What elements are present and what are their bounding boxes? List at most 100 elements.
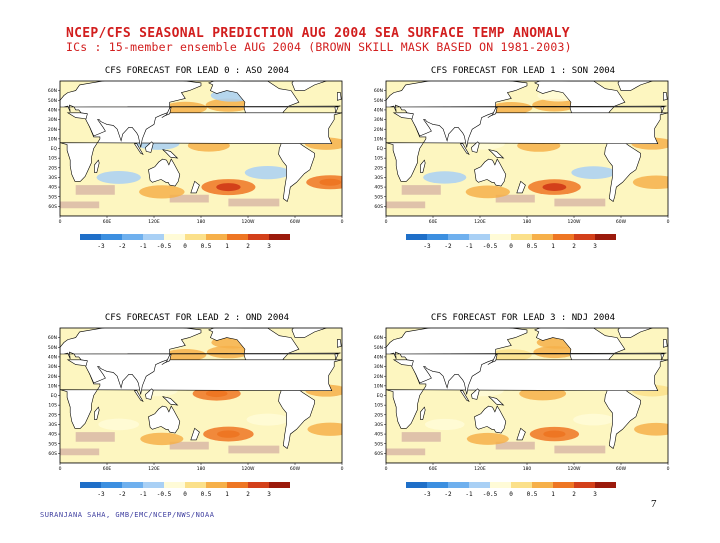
- y-tick-label: EQ: [377, 146, 384, 152]
- land-japan: [161, 106, 172, 118]
- colorbar-label: -2: [444, 491, 452, 498]
- land-greenland: [291, 81, 327, 91]
- land-greenland: [617, 328, 653, 338]
- y-tick-label: 20N: [374, 127, 383, 133]
- land-australia: [148, 405, 181, 434]
- colorbar-label: 2: [246, 243, 250, 250]
- forecast-panel-lead-0: CFS FORECAST FOR LEAD 0 : ASO 2004 60N 50…: [47, 66, 347, 296]
- x-tick-label: 180: [523, 219, 532, 225]
- colorbar-label: 2: [572, 243, 576, 250]
- land-new-guinea: [162, 396, 179, 406]
- y-tick-label: 60S: [374, 204, 383, 210]
- colorbar-swatch: [406, 234, 427, 240]
- colorbar-label: 0: [183, 243, 187, 250]
- land-new-zealand: [516, 427, 526, 441]
- sst-anomaly-map: 60N 50N 40N 30N 20N 10N EQ 10S 20S 30S 40S 50S 60S 0 6…: [48, 80, 344, 225]
- x-tick-label: 0: [385, 466, 388, 472]
- colorbar-lead-1: -3 -2 -1 -0.5 0 0.5 1 2 3: [406, 234, 616, 252]
- colorbar-swatch: [532, 234, 553, 240]
- land-south-america: [278, 137, 315, 202]
- x-tick-label: 120W: [567, 219, 581, 225]
- land-madagascar: [420, 159, 426, 173]
- colorbar-label: -3: [423, 243, 431, 250]
- anomaly-s-indian-ocean: [424, 418, 465, 431]
- y-tick-label: 10S: [48, 403, 57, 409]
- x-tick-label: 0: [667, 466, 670, 472]
- colorbar-swatch: [227, 482, 248, 488]
- colorbar-label: -3: [97, 491, 105, 498]
- x-tick-label: 0: [385, 219, 388, 225]
- colorbar-swatch: [80, 482, 101, 488]
- land-sumatra: [459, 143, 470, 155]
- y-tick-label: 20S: [48, 165, 57, 171]
- y-tick-label: 60N: [48, 335, 57, 341]
- anomaly-nw-pacific: [490, 102, 533, 114]
- land-uk: [336, 339, 342, 348]
- y-tick-label: 50N: [374, 345, 383, 351]
- y-tick-label: 30N: [374, 117, 383, 123]
- x-tick-label: 120W: [241, 219, 255, 225]
- colorbar-swatch: [574, 482, 595, 488]
- anomaly-core: [216, 183, 241, 192]
- colorbar-label: 3: [267, 491, 271, 498]
- land-new-zealand: [190, 427, 200, 441]
- anomaly-core: [205, 390, 228, 398]
- land-new-guinea: [488, 396, 505, 406]
- y-tick-label: 20S: [48, 412, 57, 418]
- colorbar-swatch: [595, 482, 616, 488]
- y-tick-label: 30S: [48, 422, 57, 428]
- land-new-zealand: [190, 180, 200, 194]
- y-tick-label: 10S: [374, 403, 383, 409]
- land-greenland: [291, 328, 327, 338]
- x-tick-label: 0: [59, 466, 62, 472]
- skill-mask-region: [75, 432, 115, 442]
- x-tick-label: 180: [523, 466, 532, 472]
- x-tick-label: 120E: [148, 219, 160, 225]
- colorbar-swatch: [143, 482, 164, 488]
- anomaly-s-indian-ocean: [96, 171, 141, 184]
- panel-title: CFS FORECAST FOR LEAD 2 : OND 2004: [104, 313, 290, 323]
- y-tick-label: 20S: [374, 165, 383, 171]
- colorbar-swatch: [511, 482, 532, 488]
- skill-mask-region: [228, 198, 280, 207]
- land-sumatra: [459, 390, 470, 402]
- y-tick-label: 10N: [374, 136, 383, 142]
- x-tick-label: 60E: [103, 219, 112, 225]
- colorbar-swatch: [101, 482, 122, 488]
- anomaly-southern-ocean: [465, 185, 511, 199]
- land-greenland: [617, 81, 653, 91]
- colorbar-swatch: [553, 234, 574, 240]
- colorbar-swatch: [427, 234, 448, 240]
- colorbar-label: 0.5: [526, 491, 538, 498]
- skill-mask-region: [75, 185, 115, 195]
- colorbar-swatch: [248, 234, 269, 240]
- panel-title: CFS FORECAST FOR LEAD 3 : NDJ 2004: [430, 313, 616, 323]
- colorbar-swatch: [553, 482, 574, 488]
- x-tick-label: 0: [341, 466, 344, 472]
- y-tick-label: 60N: [374, 88, 383, 94]
- colorbar-lead-2: -3 -2 -1 -0.5 0 0.5 1 2 3: [80, 482, 290, 500]
- colorbar-swatch: [269, 234, 290, 240]
- anomaly-southern-ocean: [140, 432, 184, 446]
- colorbar-label: 3: [593, 491, 597, 498]
- land-europe-asia: [386, 328, 667, 395]
- colorbar-swatch: [469, 234, 490, 240]
- y-tick-label: 60S: [48, 204, 57, 210]
- forecast-panel-lead-2: CFS FORECAST FOR LEAD 2 : OND 2004 60N 50…: [47, 313, 347, 543]
- colorbar-label: 0: [509, 243, 513, 250]
- x-tick-label: 180: [197, 219, 206, 225]
- anomaly-ne-pacific: [206, 345, 251, 359]
- skill-mask-region: [495, 441, 535, 450]
- colorbar-label: -1: [465, 243, 473, 250]
- land-japan: [161, 353, 172, 365]
- y-tick-label: 40N: [374, 355, 383, 361]
- colorbar-lead-0: -3 -2 -1 -0.5 0 0.5 1 2 3: [80, 234, 290, 252]
- land-south-america: [604, 137, 641, 202]
- colorbar-label: 0.5: [526, 243, 538, 250]
- y-tick-label: 20N: [48, 374, 57, 380]
- y-tick-label: 30N: [48, 117, 57, 123]
- colorbar-label: -1: [139, 243, 147, 250]
- colorbar-label: 3: [593, 243, 597, 250]
- land-south-america: [278, 384, 315, 449]
- colorbar-swatch: [269, 482, 290, 488]
